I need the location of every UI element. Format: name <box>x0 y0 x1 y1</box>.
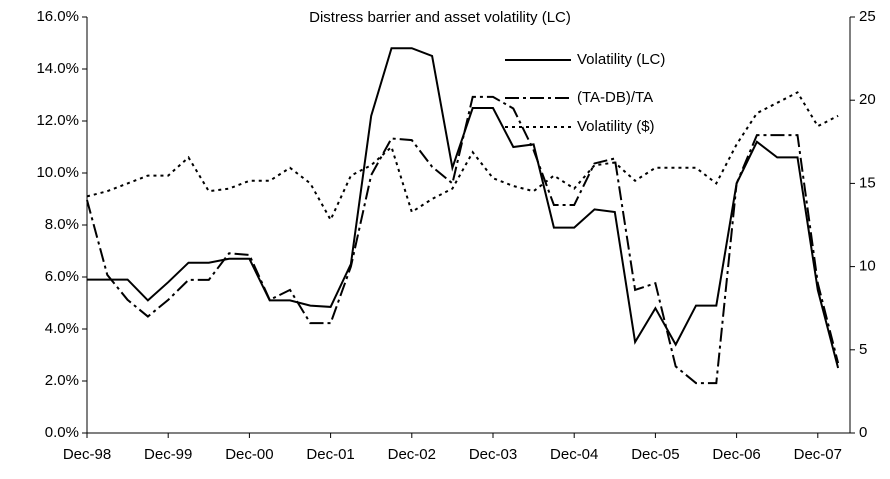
y2-tick-label: 15 <box>859 174 876 191</box>
x-tick-label: Dec-03 <box>469 446 517 463</box>
series-line <box>87 47 840 369</box>
x-tick-label: Dec-07 <box>794 446 842 463</box>
y2-tick-label: 0 <box>859 424 867 441</box>
y2-tick-label: 5 <box>859 341 867 358</box>
y-tick-label: 2.0% <box>45 372 79 389</box>
y-tick-label: 16.0% <box>36 8 79 25</box>
x-tick-label: Dec-04 <box>550 446 598 463</box>
x-tick-label: Dec-98 <box>63 446 111 463</box>
x-tick-label: Dec-05 <box>631 446 679 463</box>
chart-title: Distress barrier and asset volatility (L… <box>309 9 571 26</box>
x-tick-label: Dec-06 <box>712 446 760 463</box>
x-tick-label: Dec-00 <box>225 446 273 463</box>
x-tick-label: Dec-01 <box>306 446 354 463</box>
legend-label: Volatility (LC) <box>577 51 665 68</box>
y2-tick-label: 25 <box>859 8 876 25</box>
legend-label: (TA-DB)/TA <box>577 89 653 106</box>
y2-tick-label: 20 <box>859 91 876 108</box>
y-tick-label: 14.0% <box>36 60 79 77</box>
x-tick-label: Dec-99 <box>144 446 192 463</box>
series-line <box>86 95 840 385</box>
y-tick-label: 8.0% <box>45 216 79 233</box>
y-tick-label: 0.0% <box>45 424 79 441</box>
y-tick-label: 10.0% <box>36 164 79 181</box>
y-tick-label: 6.0% <box>45 268 79 285</box>
series-line <box>86 91 839 223</box>
legend-label: Volatility ($) <box>577 118 655 135</box>
y-tick-label: 12.0% <box>36 112 79 129</box>
x-tick-label: Dec-02 <box>388 446 436 463</box>
y-tick-label: 4.0% <box>45 320 79 337</box>
y2-tick-label: 10 <box>859 258 876 275</box>
